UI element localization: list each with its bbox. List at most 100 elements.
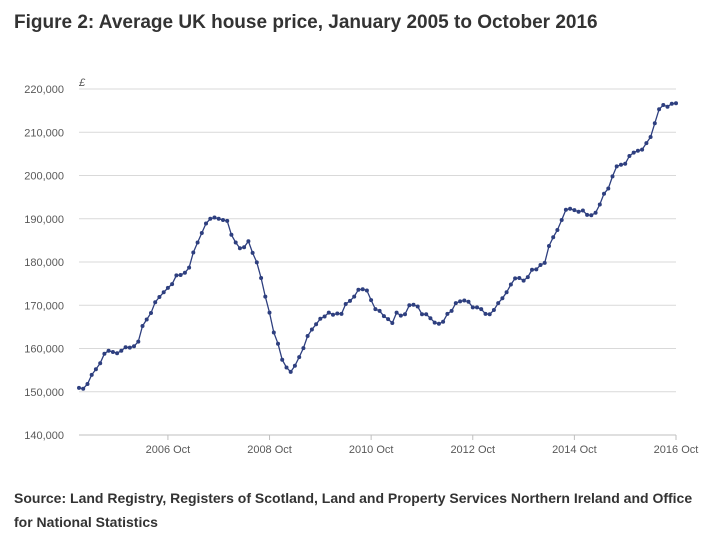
data-point — [610, 174, 615, 179]
data-point — [246, 239, 251, 244]
data-point — [530, 267, 534, 272]
data-point — [394, 310, 399, 315]
data-point — [619, 162, 623, 167]
data-point — [580, 208, 585, 213]
data-point — [555, 228, 560, 232]
data-point — [195, 240, 200, 245]
data-point — [89, 372, 94, 377]
data-point — [597, 202, 602, 207]
data-point — [153, 300, 158, 305]
data-point — [661, 103, 666, 107]
data-point — [259, 276, 264, 280]
data-point — [373, 307, 378, 312]
data-point — [445, 311, 450, 316]
data-point — [229, 232, 234, 237]
data-point — [551, 235, 556, 240]
data-point — [102, 351, 107, 356]
gridlines — [79, 88, 676, 393]
data-point — [572, 208, 577, 213]
data-point — [85, 382, 90, 386]
data-point — [178, 273, 183, 277]
data-point — [250, 250, 255, 255]
data-point — [221, 218, 225, 222]
data-point — [517, 276, 522, 280]
data-point — [652, 121, 657, 126]
data-point — [508, 282, 513, 287]
data-point — [348, 298, 352, 303]
data-point — [157, 295, 162, 299]
data-point — [496, 301, 501, 306]
data-point — [297, 355, 302, 360]
data-point — [462, 298, 467, 303]
data-point — [411, 302, 416, 307]
data-point — [576, 209, 581, 214]
y-axis-tick-labels: 140,000 150,000 160,000 170,000 180,000 190,0… — [24, 84, 64, 442]
data-point — [199, 231, 204, 235]
data-point — [343, 302, 348, 306]
data-point — [585, 212, 590, 217]
data-point — [491, 308, 496, 312]
data-point — [280, 357, 285, 362]
data-point — [204, 221, 208, 226]
data-point — [657, 107, 662, 112]
data-point — [547, 244, 551, 248]
data-point — [453, 301, 458, 306]
data-point — [483, 311, 488, 316]
data-point — [174, 273, 179, 278]
data-point — [149, 311, 153, 315]
data-point — [424, 312, 429, 317]
data-point — [364, 288, 369, 293]
data-point — [165, 285, 170, 290]
data-point — [449, 308, 454, 313]
data-point — [335, 311, 340, 316]
data-point — [403, 312, 407, 317]
data-point — [593, 210, 598, 215]
y-tick-label: 210,000 — [24, 127, 64, 139]
data-point — [432, 320, 437, 325]
data-point — [115, 351, 120, 356]
data-point — [208, 216, 213, 221]
data-point — [140, 324, 145, 328]
data-point — [428, 316, 433, 321]
data-point — [415, 304, 420, 309]
data-point — [674, 101, 678, 106]
data-point — [110, 350, 115, 354]
data-point — [301, 346, 306, 351]
data-point — [322, 314, 327, 319]
y-tick-label: 220,000 — [24, 84, 64, 96]
data-point — [98, 361, 103, 366]
data-point — [398, 313, 403, 318]
data-point — [669, 101, 674, 106]
data-point — [305, 334, 310, 338]
data-point — [521, 278, 526, 283]
data-point — [420, 312, 424, 317]
data-point — [631, 150, 636, 155]
series-line — [78, 102, 677, 390]
data-point — [318, 316, 323, 321]
x-tick-label: 2008 Oct — [247, 444, 292, 456]
x-tick-label: 2010 Oct — [349, 444, 394, 456]
data-point — [479, 307, 484, 312]
source-note: Source: Land Registry, Registers of Scot… — [14, 490, 693, 530]
data-point — [441, 319, 446, 324]
data-point — [292, 363, 297, 368]
data-point — [627, 154, 632, 158]
data-point — [212, 215, 217, 220]
data-point — [127, 345, 132, 350]
data-point — [106, 348, 111, 353]
data-point — [381, 314, 386, 319]
data-point — [326, 310, 331, 315]
x-tick-label: 2012 Oct — [450, 444, 495, 456]
data-point — [466, 299, 471, 304]
data-point — [144, 317, 149, 322]
data-point — [187, 265, 192, 270]
data-point — [267, 310, 272, 315]
data-point — [458, 299, 463, 304]
data-point — [331, 312, 335, 317]
data-point — [191, 250, 196, 255]
data-point — [242, 245, 247, 250]
data-point — [161, 290, 166, 295]
y-tick-label: 140,000 — [24, 430, 64, 442]
series-points — [77, 101, 678, 391]
data-point — [563, 207, 568, 212]
